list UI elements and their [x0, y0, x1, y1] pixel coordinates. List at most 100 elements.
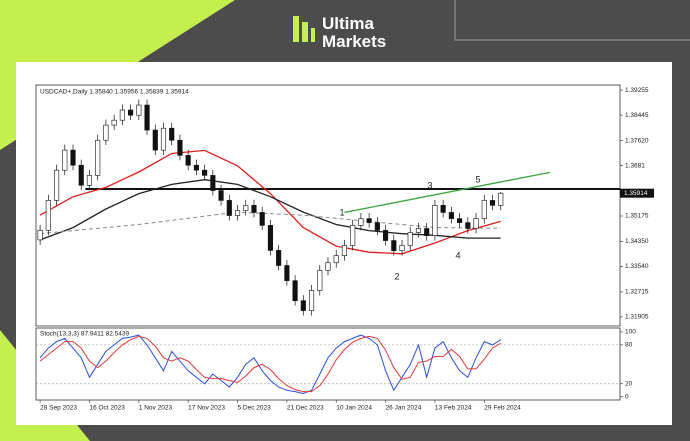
candle-body	[440, 205, 446, 213]
candle-body	[169, 127, 175, 141]
price-panel	[35, 84, 621, 327]
candle-body	[160, 127, 167, 151]
wave-label: 4	[455, 250, 460, 260]
chart-title: Stoch(13,3,3) 87.9411 82.5439	[40, 331, 130, 338]
candle-body	[193, 164, 199, 171]
candle-body	[325, 262, 331, 271]
candle-body	[333, 255, 339, 264]
trendline	[344, 171, 551, 214]
x-tick-label: 17 Nov 2023	[188, 405, 225, 412]
candle-body	[308, 290, 315, 311]
candle-body	[86, 175, 93, 186]
y-tick-label: 1.37620	[625, 137, 649, 144]
candle-body	[284, 265, 290, 281]
moving-average	[39, 149, 501, 255]
x-tick-label: 26 Jan 2024	[386, 405, 422, 412]
candle-body	[144, 104, 150, 131]
y-tick-label: 1.35175	[625, 213, 649, 220]
candle-body	[407, 232, 413, 246]
candle-body	[448, 212, 454, 219]
candle-body	[350, 225, 356, 246]
candle-body	[37, 230, 43, 241]
candle-body	[177, 139, 183, 156]
x-tick-label: 28 Sep 2023	[40, 405, 77, 412]
decor-line	[454, 0, 690, 41]
candle-body	[111, 119, 117, 126]
candle-body	[300, 300, 306, 311]
x-tick-label: 10 Jan 2024	[336, 405, 372, 412]
candle-body	[54, 169, 60, 201]
logo-bar	[293, 16, 299, 42]
x-tick-label: 16 Oct 2023	[89, 405, 125, 412]
y-tick-label: 1.32715	[625, 289, 649, 296]
y-tick-label: 20	[625, 381, 633, 388]
candle-body	[424, 228, 430, 236]
candle-body	[243, 205, 249, 211]
candle-body	[341, 245, 348, 256]
y-tick-label: 1.38445	[625, 112, 649, 119]
candle-body	[152, 129, 158, 151]
x-tick-label: 5 Dec 2023	[238, 405, 272, 412]
chart-title: USDCAD+,Daily 1.35840 1.35956 1.35839 1.…	[40, 89, 189, 96]
stoch-line	[39, 334, 501, 395]
wave-label: 3	[427, 180, 432, 190]
candle-body	[399, 245, 405, 252]
wave-label: 2	[394, 271, 399, 281]
candle-body	[498, 192, 504, 206]
candle-body	[415, 228, 422, 233]
stoch-panel	[35, 327, 621, 401]
candle-body	[432, 205, 438, 236]
candle-body	[391, 240, 397, 252]
x-tick-label: 13 Feb 2024	[435, 405, 472, 412]
y-tick-label: 1.3681	[625, 162, 645, 169]
price-label: 1.35914	[624, 190, 648, 197]
candle-body	[267, 225, 273, 251]
candle-body	[234, 210, 241, 216]
y-tick-label: 1.31905	[625, 314, 649, 321]
candle-body	[481, 200, 487, 219]
candle-body	[276, 250, 282, 266]
candle-body	[226, 200, 232, 216]
logo-bar	[302, 22, 308, 42]
y-tick-label: 1.33540	[625, 263, 649, 270]
candle-body	[473, 218, 479, 229]
y-tick-label: 1.34350	[625, 238, 649, 245]
logo-bar	[311, 28, 315, 42]
brand-text: Ultima	[322, 14, 375, 33]
y-tick-label: 100	[625, 329, 636, 336]
wave-label: 1	[339, 207, 344, 217]
candle-body	[62, 149, 68, 171]
candle-body	[95, 139, 101, 176]
moving-average	[40, 211, 501, 235]
candle-body	[292, 280, 298, 301]
candle-body	[259, 212, 265, 226]
candle-body	[103, 124, 109, 141]
candle-body	[202, 169, 208, 176]
candle-body	[489, 200, 496, 206]
candle-body	[457, 218, 463, 223]
candle-body	[317, 270, 323, 291]
candle-body	[210, 175, 216, 191]
x-tick-label: 29 Feb 2024	[484, 405, 521, 412]
candle-body	[128, 109, 134, 116]
candle-body	[251, 205, 257, 213]
stoch-line	[39, 335, 501, 393]
candle-body	[185, 155, 191, 166]
price-box	[620, 188, 654, 198]
y-tick-label: 0	[625, 393, 629, 400]
candle-body	[78, 164, 84, 186]
candle-body	[119, 109, 125, 121]
plot: USDCAD+,Daily 1.35840 1.35956 1.35839 1.…	[36, 87, 654, 412]
y-tick-label: 80	[625, 342, 633, 349]
moving-average	[39, 179, 501, 241]
candle-body	[383, 230, 389, 241]
logo: Ultima Markets	[293, 14, 386, 51]
x-tick-label: 1 Nov 2023	[139, 405, 173, 412]
candle-body	[374, 222, 380, 231]
brand-text: Markets	[322, 32, 386, 51]
x-tick-label: 21 Dec 2023	[287, 405, 324, 412]
candle-body	[70, 149, 76, 166]
candle-body	[366, 218, 372, 223]
wave-label: 5	[475, 174, 480, 184]
